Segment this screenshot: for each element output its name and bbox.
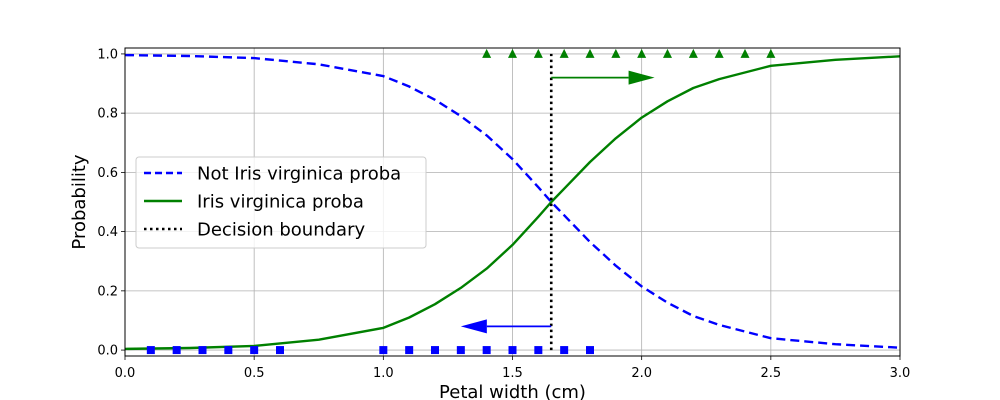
virginica-point [482, 48, 492, 58]
x-tick-label: 0.0 [115, 366, 136, 381]
virginica-proba-curve [124, 55, 901, 351]
y-tick-label: 0.2 [97, 284, 118, 299]
x-tick-label: 0.5 [244, 366, 265, 381]
legend-label-virginica: Iris virginica proba [197, 192, 364, 213]
virginica-point [714, 48, 724, 58]
x-tick-label: 2.0 [631, 366, 652, 381]
series-layer [124, 53, 901, 351]
x-tick-label: 2.5 [760, 366, 781, 381]
virginica-point [688, 48, 698, 58]
not-virginica-point [198, 346, 207, 355]
not-virginica-point [534, 346, 543, 355]
virginica-point [508, 48, 517, 58]
y-axis-label: Probability [69, 154, 90, 249]
not-virginica-point [379, 346, 388, 355]
not-virginica-point [224, 346, 233, 355]
not-virginica-point [560, 346, 569, 355]
tick-layer: 0.0 0.5 1.0 1.5 2.0 2.5 3.0 0.0 0.2 0.4 0.6 0.8 1.0 [97, 47, 910, 381]
not-virginica-point [405, 346, 414, 355]
legend-label-decision-boundary: Decision boundary [197, 220, 365, 241]
y-tick-label: 0.0 [97, 344, 118, 359]
not-virginica-point [250, 346, 259, 355]
virginica-point [559, 48, 569, 58]
x-axis-label: Petal width (cm) [439, 382, 586, 400]
arrow-head [460, 319, 487, 334]
y-tick-label: 0.4 [97, 225, 118, 240]
virginica-point [740, 48, 750, 58]
x-tick-label: 3.0 [890, 366, 911, 381]
not-virginica-proba-curve [124, 53, 901, 349]
y-tick-label: 0.8 [97, 107, 118, 122]
not-virginica-point [456, 346, 465, 355]
legend-box [135, 156, 427, 249]
not-virginica-point [276, 346, 284, 355]
not-virginica-point [586, 346, 594, 355]
arrow-head [628, 70, 655, 85]
x-tick-label: 1.5 [502, 366, 523, 381]
legend: Not Iris virginica proba Iris virginica … [135, 156, 427, 249]
not-virginica-point [146, 346, 155, 355]
virginica-point [533, 48, 543, 58]
virginica-point [611, 48, 621, 58]
legend-label-not-virginica: Not Iris virginica proba [197, 164, 401, 185]
marker-layer [146, 48, 776, 355]
virginica-point [663, 48, 672, 58]
not-virginica-point [172, 346, 181, 355]
virginica-point [637, 48, 647, 58]
not-virginica-point [431, 346, 439, 355]
x-tick-label: 1.0 [373, 366, 394, 381]
y-tick-label: 1.0 [97, 47, 118, 62]
not-virginica-point [508, 346, 517, 355]
virginica-point [585, 48, 595, 58]
not-virginica-point [482, 346, 491, 355]
y-tick-label: 0.6 [97, 166, 118, 181]
virginica-point [766, 48, 776, 58]
